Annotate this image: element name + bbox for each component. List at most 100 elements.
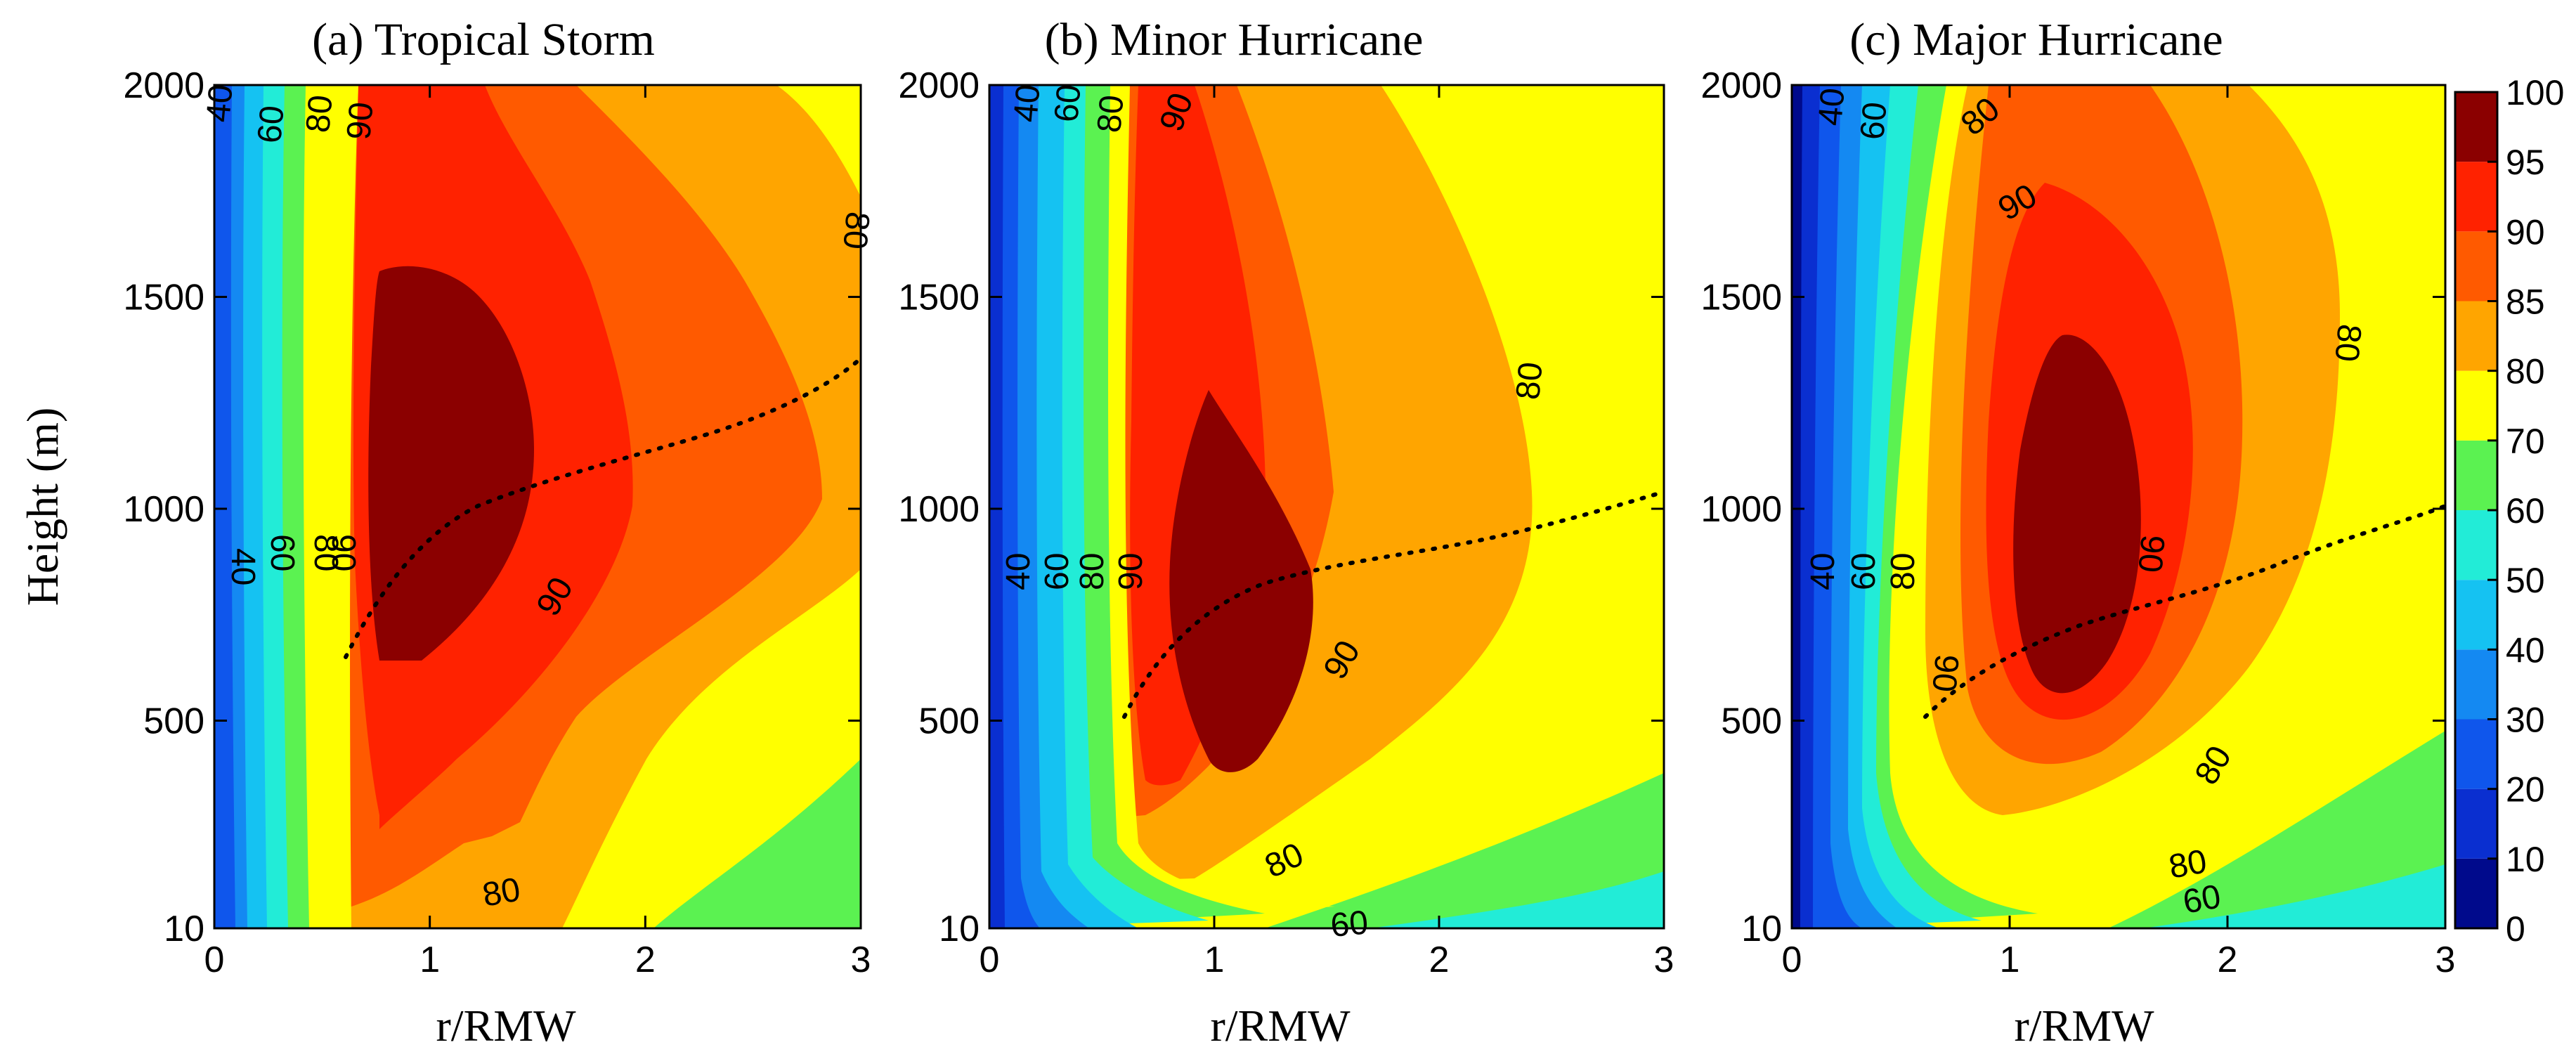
colorbar-tick-label: 50 xyxy=(2506,561,2545,600)
contour-label: 90 xyxy=(325,534,362,571)
colorbar-tick-label: 85 xyxy=(2506,282,2545,322)
contour-label: 60 xyxy=(1039,553,1076,590)
colorbar-segment xyxy=(2455,440,2497,510)
contour-label: 60 xyxy=(1329,904,1370,944)
x-tick-label: 3 xyxy=(1654,940,1674,980)
contour-label: 90 xyxy=(1925,653,1965,694)
panel-c xyxy=(1790,84,2447,930)
contour-label: 60 xyxy=(1845,553,1882,590)
panel-a-dotted-line xyxy=(344,356,863,659)
panel-b-contours xyxy=(989,85,1664,928)
contour-label: 60 xyxy=(251,104,291,145)
x-tick-label: 3 xyxy=(851,940,871,980)
colorbar-tick-label: 30 xyxy=(2506,701,2545,740)
colorbar-segment xyxy=(2455,301,2497,371)
y-tick-label: 1000 xyxy=(1700,489,1782,530)
panel-c-dotted-line xyxy=(1923,504,2447,719)
colorbar-tick-label: 60 xyxy=(2506,491,2545,531)
panel-b-title: (b) Minor Hurricane xyxy=(1045,14,1424,65)
panel-b-fill-70 xyxy=(1265,773,1664,928)
x-axis-label-b: r/RMW xyxy=(1210,1001,1351,1051)
x-tick-label: 1 xyxy=(419,940,440,980)
x-tick-label: 3 xyxy=(2435,940,2456,980)
colorbar-segment xyxy=(2455,231,2497,301)
contour-label: 40 xyxy=(224,548,261,585)
y-tick-label: 1000 xyxy=(123,489,204,530)
contour-label: 90 xyxy=(2131,533,2171,574)
y-tick-label: 500 xyxy=(1721,701,1782,742)
y-tick-label: 2000 xyxy=(1700,65,1782,106)
contour-label: 80 xyxy=(299,93,339,134)
panel-c-contours xyxy=(1792,85,2445,928)
y-tick-label: 10 xyxy=(939,909,980,949)
x-tick-label: 0 xyxy=(204,940,225,980)
x-tick-label: 2 xyxy=(635,940,656,980)
colorbar-segment xyxy=(2455,92,2497,162)
panel-a-fill-100 xyxy=(368,266,534,661)
panel-c-fill-100 xyxy=(2013,334,2141,694)
colorbar-tick-label: 70 xyxy=(2506,422,2545,461)
contour-label: 80 xyxy=(1885,553,1922,590)
panel-a xyxy=(213,84,863,930)
panel-a-title: (a) Tropical Storm xyxy=(312,14,655,65)
panel-c-frame xyxy=(1790,84,2447,930)
colorbar-tick-label: 20 xyxy=(2506,770,2545,810)
y-tick-label: 10 xyxy=(1741,909,1782,949)
y-tick-label: 2000 xyxy=(898,65,980,106)
panel-b-fill-60 xyxy=(1370,871,1664,928)
contour-label: 60 xyxy=(1854,100,1894,141)
y-tick-label: 10 xyxy=(164,909,204,949)
colorbar-tick-label: 0 xyxy=(2506,909,2525,949)
y-tick-label: 2000 xyxy=(123,65,204,106)
panel-c-fill-60 xyxy=(2143,864,2445,928)
panel-a-fill-30 xyxy=(214,85,235,928)
panel-b xyxy=(988,84,1666,930)
panel-c-fill-left-10 xyxy=(1792,85,1802,928)
contour-label: 40 xyxy=(1811,86,1852,127)
x-tick-label: 0 xyxy=(1782,940,1802,980)
contour-label: 40 xyxy=(200,83,240,124)
panel-c-title: (c) Major Hurricane xyxy=(1849,14,2223,65)
x-axis-label-a: r/RMW xyxy=(436,1001,576,1051)
panel-b-fill-100 xyxy=(1169,390,1313,772)
x-axis-label-c: r/RMW xyxy=(2014,1001,2154,1051)
colorbar-tick-label: 100 xyxy=(2506,73,2564,112)
contour-label: 80 xyxy=(307,534,344,571)
panel-c-fill-70 xyxy=(2108,731,2445,928)
colorbar-segment xyxy=(2455,580,2497,650)
panel-b-fill-left-20 xyxy=(989,85,1005,928)
x-tick-label: 1 xyxy=(2000,940,2020,980)
contour-label: 80 xyxy=(2327,323,2367,363)
colorbar-tick-label: 40 xyxy=(2506,630,2545,670)
panel-a-fill-70 xyxy=(653,759,861,928)
colorbar-segment xyxy=(2455,858,2497,928)
y-tick-label: 1000 xyxy=(898,489,980,530)
y-tick-label: 1500 xyxy=(123,278,204,318)
contour-label: 40 xyxy=(1000,553,1037,590)
panel-b-frame xyxy=(988,84,1665,930)
contour-label: 60 xyxy=(2180,878,2224,921)
colorbar-segment xyxy=(2455,649,2497,720)
colorbar-tick-label: 10 xyxy=(2506,840,2545,879)
y-tick-label: 1500 xyxy=(1700,278,1782,318)
colorbar: 0 10 20 30 40 50 60 70 80 85 90 95 100 xyxy=(2454,73,2564,949)
contour-label: 80 xyxy=(2166,843,2210,885)
colorbar-segment xyxy=(2455,370,2497,441)
contour-label: 90 xyxy=(1112,553,1150,590)
contour-label: 60 xyxy=(264,534,301,571)
y-tick-label: 500 xyxy=(918,701,980,742)
colorbar-tick-label: 95 xyxy=(2506,143,2545,182)
contour-label: 80 xyxy=(1074,553,1111,590)
colorbar-segment xyxy=(2455,719,2497,789)
contour-label: 90 xyxy=(340,100,380,141)
colorbar-tick-label: 80 xyxy=(2506,352,2545,391)
panel-a-frame xyxy=(213,84,862,930)
contour-label: 80 xyxy=(1509,360,1549,401)
x-tick-label: 2 xyxy=(2218,940,2238,980)
y-tick-label: 1500 xyxy=(898,278,980,318)
x-tick-label: 2 xyxy=(1429,940,1450,980)
x-tick-label: 1 xyxy=(1204,940,1225,980)
y-tick-label: 500 xyxy=(143,701,204,742)
